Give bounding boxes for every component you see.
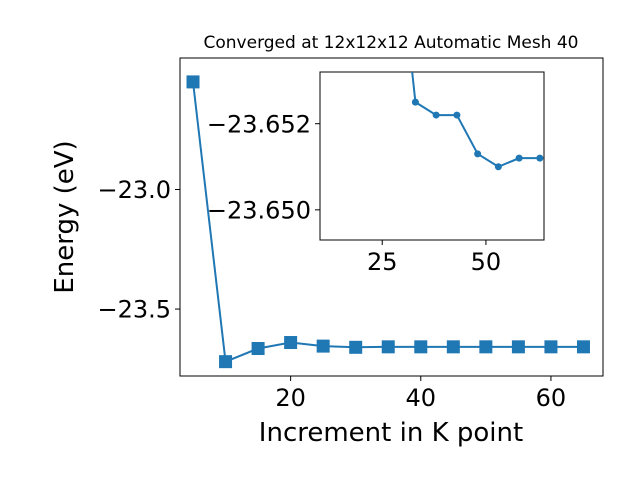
main-data-point <box>544 340 558 354</box>
inset-data-point <box>453 111 461 119</box>
main-data-point <box>479 340 493 354</box>
main-y-tick-label: −23.5 <box>97 296 171 324</box>
main-x-tick-label: 40 <box>406 384 437 412</box>
inset-x-tick-label: 25 <box>367 248 398 276</box>
inset-y-tick-label: −23.650 <box>207 196 311 224</box>
main-data-point <box>576 340 590 354</box>
inset-x-tick-label: 50 <box>471 248 502 276</box>
x-axis-label: Increment in K point <box>259 418 523 448</box>
main-data-point <box>349 340 363 354</box>
main-x-tick-label: 20 <box>275 384 306 412</box>
inset-data-point <box>515 154 523 162</box>
main-data-point <box>316 339 330 353</box>
inset-x-ticks: 25 50 <box>367 240 501 276</box>
inset-data-point <box>432 111 440 119</box>
inset-plot-frame <box>319 71 545 241</box>
main-x-tick-label: 60 <box>536 384 567 412</box>
main-data-point <box>414 340 428 354</box>
inset-data-point <box>494 163 502 171</box>
inset-data-point <box>474 150 482 158</box>
main-data-point <box>251 342 265 356</box>
main-data-point <box>381 340 395 354</box>
main-data-point <box>511 340 525 354</box>
chart-title: Converged at 12x12x12 Automatic Mesh 40 <box>204 33 579 53</box>
main-x-ticks: 20 40 60 <box>275 376 566 412</box>
main-y-tick-label: −23.0 <box>97 176 171 204</box>
main-data-point <box>186 75 200 89</box>
inset-series <box>411 72 544 171</box>
main-data-point <box>446 340 460 354</box>
main-y-ticks: −23.0 −23.5 <box>97 176 180 324</box>
main-series <box>186 75 590 369</box>
main-data-point <box>219 355 233 369</box>
inset-data-point <box>411 98 419 106</box>
inset-y-tick-label: −23.652 <box>207 110 311 138</box>
main-data-point <box>284 336 298 350</box>
y-axis-label: Energy (eV) <box>50 140 80 293</box>
inset-series-line <box>411 72 540 168</box>
inset-axes: 25 50 −23.652 −23.650 <box>207 71 545 276</box>
inset-data-point <box>536 154 544 162</box>
inset-y-ticks: −23.652 −23.650 <box>207 110 320 224</box>
